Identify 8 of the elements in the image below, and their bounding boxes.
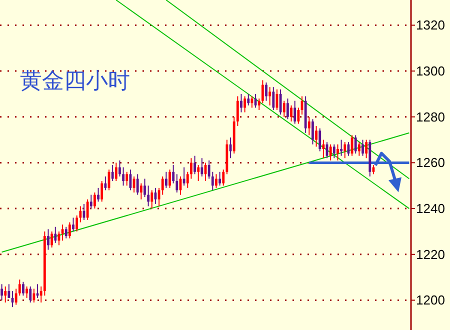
y-tick-label: 1200 [416, 292, 445, 308]
y-tick-label: 1280 [416, 109, 445, 124]
y-tick-label: 1240 [416, 201, 445, 216]
y-tick-label: 1320 [416, 18, 445, 33]
title: 黄金四小时 [20, 69, 130, 94]
y-tick-label: 1220 [416, 246, 445, 262]
y-tick-label: 1260 [416, 155, 445, 170]
y-tick-label: 1300 [416, 64, 445, 79]
